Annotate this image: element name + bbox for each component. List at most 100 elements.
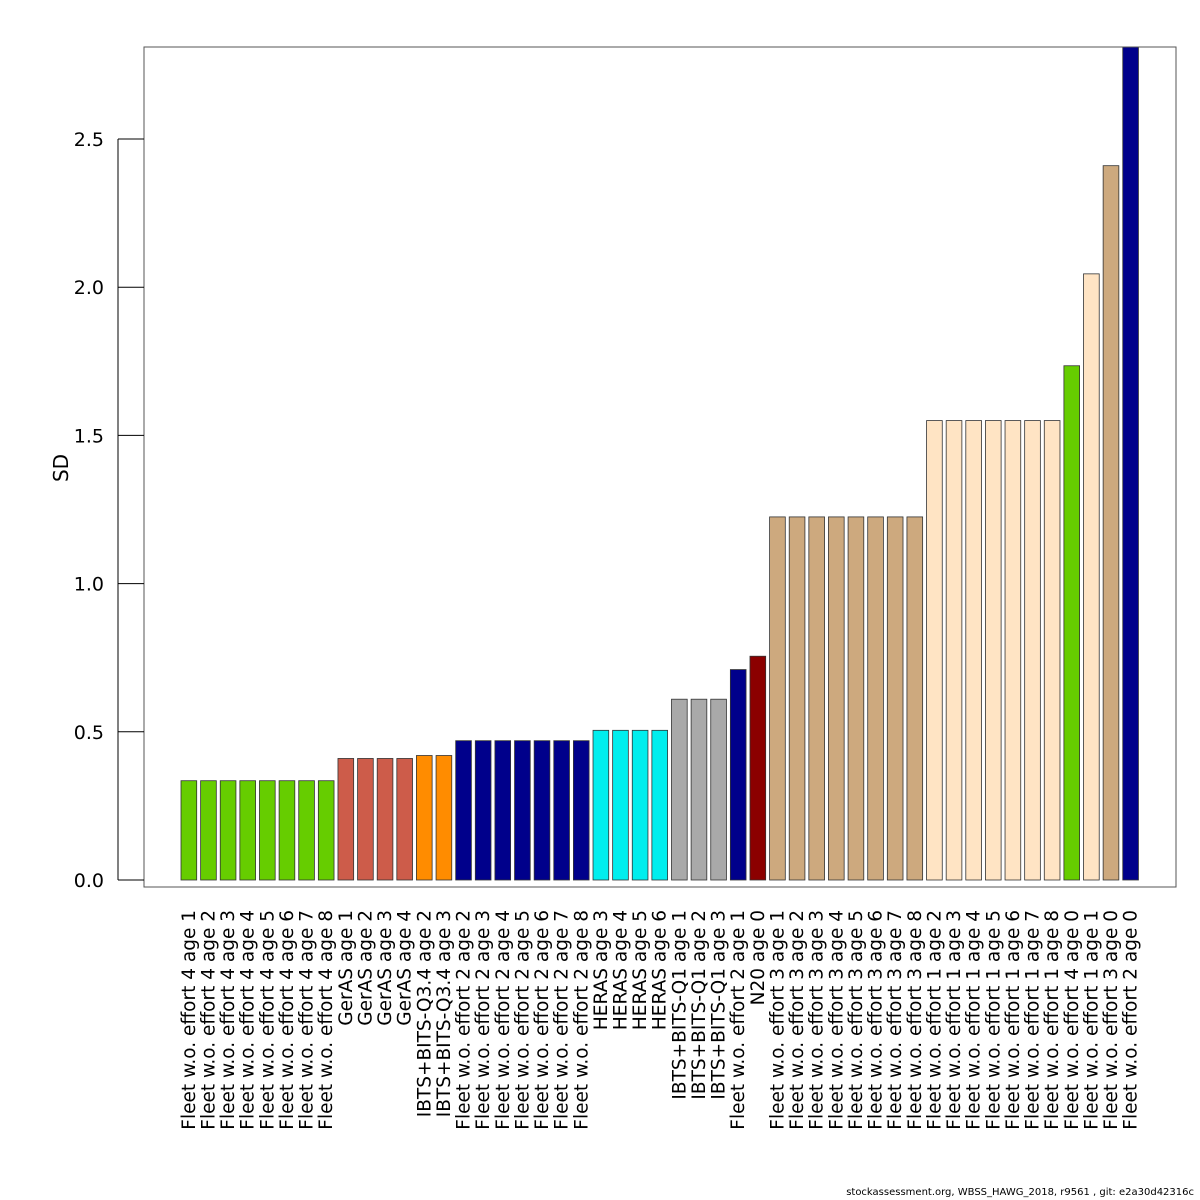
bar — [376, 758, 394, 881]
x-category-label: HERAS age 3 — [591, 910, 612, 1030]
bar — [985, 420, 1002, 881]
x-category-label: Fleet w.o. effort 3 age 4 — [826, 910, 847, 1130]
bar — [1083, 273, 1100, 881]
x-category-label: Fleet w.o. effort 2 age 0 — [1121, 910, 1142, 1130]
bar — [219, 780, 237, 881]
x-category-label: Fleet w.o. effort 3 age 0 — [1101, 910, 1122, 1130]
x-category-label: HERAS age 5 — [630, 910, 651, 1030]
x-category-label: GerAS age 3 — [375, 910, 396, 1026]
x-category-label: Fleet w.o. effort 4 age 5 — [257, 910, 278, 1130]
bar — [474, 740, 492, 881]
x-category-label: Fleet w.o. effort 1 age 2 — [924, 910, 945, 1130]
x-category-label: Fleet w.o. effort 4 age 0 — [1062, 910, 1083, 1130]
x-category-label: Fleet w.o. effort 1 age 4 — [964, 910, 985, 1130]
bar — [1004, 420, 1022, 881]
x-category-label: IBTS+BITS-Q1 age 2 — [689, 910, 710, 1100]
x-category-label: Fleet w.o. effort 4 age 6 — [277, 910, 298, 1130]
bar — [1122, 46, 1139, 881]
x-category-label: Fleet w.o. effort 3 age 8 — [905, 910, 926, 1130]
bars-group — [180, 46, 1139, 881]
x-category-label: Fleet w.o. effort 3 age 7 — [885, 910, 906, 1130]
bar — [651, 729, 668, 881]
y-tick-label: 1.5 — [74, 425, 104, 447]
x-category-label: Fleet w.o. effort 4 age 8 — [316, 910, 337, 1130]
bar — [200, 780, 217, 881]
x-category-label: Fleet w.o. effort 3 age 2 — [787, 910, 808, 1130]
bar — [1102, 165, 1120, 881]
bar — [749, 655, 767, 881]
x-category-label: Fleet w.o. effort 3 age 6 — [866, 910, 887, 1130]
bar — [671, 698, 688, 881]
x-category-label: GerAS age 2 — [355, 910, 376, 1026]
bar — [867, 516, 884, 881]
bar — [690, 698, 708, 881]
x-category-label: IBTS+BITS-Q3.4 age 3 — [434, 910, 455, 1117]
x-category-label: Fleet w.o. effort 2 age 4 — [493, 910, 514, 1130]
x-category-label: Fleet w.o. effort 4 age 4 — [238, 910, 259, 1130]
bar — [847, 516, 865, 881]
x-category-label: IBTS+BITS-Q3.4 age 2 — [414, 910, 435, 1117]
bar — [514, 740, 531, 881]
bar — [533, 740, 551, 881]
y-tick-label: 2.0 — [74, 277, 104, 299]
bar — [298, 780, 315, 881]
x-category-label: Fleet w.o. effort 2 age 2 — [454, 910, 475, 1130]
x-category-label: HERAS age 6 — [650, 910, 671, 1030]
x-category-label: Fleet w.o. effort 4 age 7 — [297, 910, 318, 1130]
bar — [769, 516, 786, 881]
bar — [886, 516, 904, 881]
x-category-label: Fleet w.o. effort 3 age 5 — [846, 910, 867, 1130]
x-category-label: GerAS age 4 — [395, 910, 416, 1026]
bar — [788, 516, 806, 881]
bar — [612, 729, 629, 881]
bar — [945, 420, 963, 881]
x-category-label: Fleet w.o. effort 4 age 2 — [198, 910, 219, 1130]
y-axis: 0.0 0.5 1.0 1.5 2.0 2.5 — [74, 129, 144, 892]
bar — [180, 780, 198, 881]
bar — [278, 780, 296, 881]
bar — [828, 516, 845, 881]
bar — [1063, 365, 1081, 881]
y-axis-title: SD — [49, 454, 73, 482]
bar — [729, 669, 747, 881]
bar — [396, 758, 413, 881]
bar — [455, 740, 472, 881]
bar — [1043, 420, 1061, 881]
bar — [239, 780, 256, 881]
x-category-label: Fleet w.o. effort 2 age 1 — [728, 910, 749, 1130]
bar — [710, 698, 727, 881]
x-category-label: Fleet w.o. effort 2 age 8 — [571, 910, 592, 1130]
x-category-label: N20 age 0 — [748, 910, 769, 1005]
x-category-label: Fleet w.o. effort 2 age 6 — [532, 910, 553, 1130]
bar — [337, 758, 355, 881]
x-category-label: Fleet w.o. effort 3 age 1 — [767, 910, 788, 1130]
bar — [631, 729, 649, 881]
x-category-label: Fleet w.o. effort 3 age 3 — [807, 910, 828, 1130]
bar — [1024, 420, 1041, 881]
x-category-label: Fleet w.o. effort 1 age 1 — [1081, 910, 1102, 1130]
x-category-label: Fleet w.o. effort 4 age 1 — [179, 910, 200, 1130]
bar — [416, 755, 433, 881]
bar — [317, 780, 335, 881]
bar — [435, 755, 453, 881]
y-tick-label: 0.0 — [74, 870, 104, 892]
x-category-label: IBTS+BITS-Q1 age 3 — [709, 910, 730, 1100]
bar — [592, 729, 610, 881]
y-tick-label: 2.5 — [74, 129, 104, 151]
bar — [494, 740, 512, 881]
x-category-label: IBTS+BITS-Q1 age 1 — [669, 910, 690, 1100]
bar — [926, 420, 943, 881]
bar — [906, 516, 924, 881]
x-category-label: Fleet w.o. effort 1 age 8 — [1042, 910, 1063, 1130]
x-category-label: Fleet w.o. effort 4 age 3 — [218, 910, 239, 1130]
x-category-label: Fleet w.o. effort 2 age 3 — [473, 910, 494, 1130]
y-tick-label: 0.5 — [74, 722, 104, 744]
y-tick-label: 1.0 — [74, 574, 104, 596]
plot-frame — [143, 46, 1177, 888]
x-category-label: GerAS age 1 — [336, 910, 357, 1026]
bar — [808, 516, 825, 881]
x-category-label: Fleet w.o. effort 1 age 3 — [944, 910, 965, 1130]
x-category-label: Fleet w.o. effort 2 age 7 — [552, 910, 573, 1130]
bar — [357, 758, 374, 881]
